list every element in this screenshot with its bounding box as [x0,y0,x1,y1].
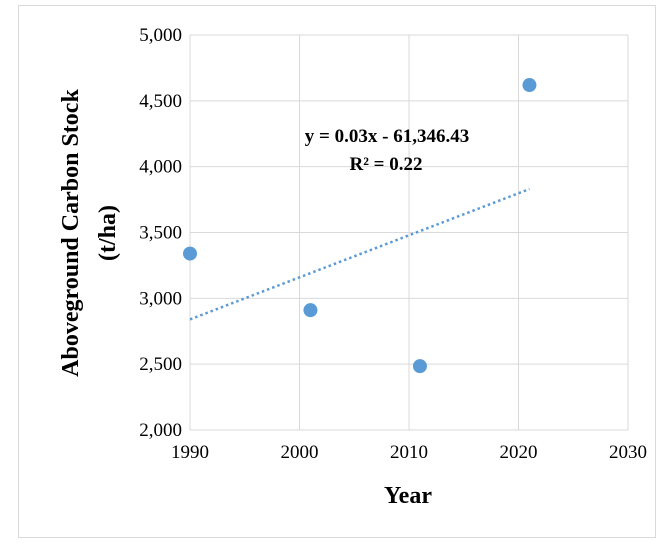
x-tick-label: 1990 [171,442,209,463]
x-tick-labels: 1990 2000 2010 2020 2030 [171,442,647,463]
data-point [412,359,427,374]
y-tick-label: 2,000 [139,420,182,441]
x-tick-label: 2030 [609,442,647,463]
x-tick-label: 2010 [390,442,428,463]
trendline-equation: y = 0.03x - 61,346.43 [305,126,469,147]
y-axis-title: Aboveground Carbon Stock (t/ha) [58,89,121,377]
y-tick-label: 2,500 [139,354,182,375]
trendline-group [189,187,530,321]
y-tick-label: 3,000 [139,288,182,309]
x-tick-label: 2020 [500,442,538,463]
y-tick-label: 4,000 [139,157,182,178]
trendline [189,187,530,321]
y-tick-label: 5,000 [139,25,182,46]
y-tick-label: 3,500 [139,223,182,244]
data-point [303,303,318,318]
x-axis-title: Year [384,483,432,509]
y-axis-title-line-2: (t/ha) [95,205,121,261]
y-axis-title-line-1: Aboveground Carbon Stock [58,89,84,377]
data-point [183,246,197,261]
y-tick-label: 4,500 [139,91,182,112]
r-squared-label: R² = 0.22 [350,154,423,175]
gridlines [189,34,629,431]
data-point [522,78,537,93]
x-tick-label: 2000 [281,442,319,463]
chart-frame [18,5,656,538]
data-points [183,78,537,374]
y-tick-labels: 2,000 2,500 3,000 3,500 4,000 4,500 5,000 [139,25,182,441]
